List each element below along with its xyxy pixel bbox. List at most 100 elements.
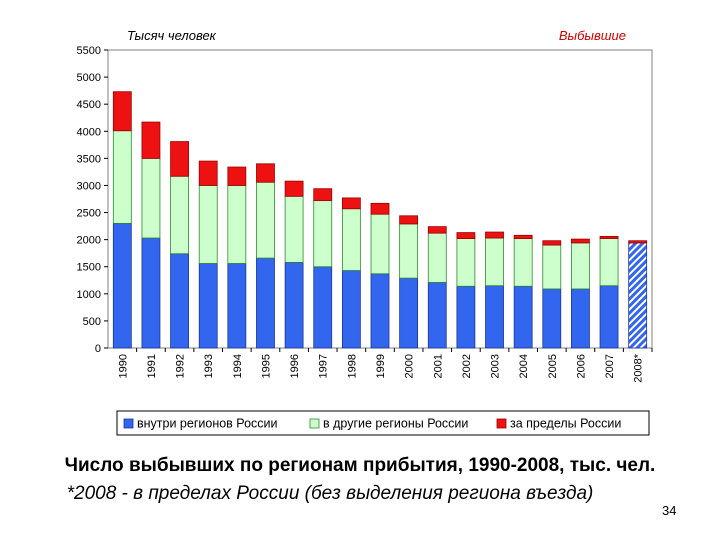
- y-tick-label: 1000: [77, 289, 101, 301]
- bar-segment: [341, 197, 361, 210]
- x-tick-label: 1998: [346, 354, 358, 378]
- bar-segment: [599, 285, 619, 349]
- x-tick-label: 1992: [175, 354, 187, 378]
- legend-box: [116, 410, 650, 436]
- bar-segment: [227, 185, 247, 264]
- bar-segment: [313, 188, 333, 202]
- bar-segment: [513, 238, 533, 287]
- x-tick-label: 2005: [547, 354, 559, 378]
- bar-segment: [112, 130, 132, 224]
- bar-segment: [284, 180, 304, 197]
- bar-segment: [198, 185, 218, 264]
- bar-segment: [542, 240, 562, 246]
- legend-label: за пределы России: [510, 417, 621, 431]
- legend-swatch: [496, 418, 507, 429]
- bar-segment: [313, 200, 333, 268]
- caption-note: *2008 - в пределах России (без выделения…: [66, 483, 594, 504]
- bar-segment: [399, 277, 419, 349]
- bar-segment: [628, 240, 648, 244]
- y-tick-label: 4500: [77, 99, 101, 111]
- bar-segment: [284, 261, 304, 349]
- x-tick-label: 1991: [146, 354, 158, 378]
- x-tick-label: 2008*: [633, 353, 645, 382]
- y-tick-label: 5500: [77, 45, 101, 57]
- bar-segment: [256, 257, 275, 349]
- legend: внутри регионов России в другие регионы Р…: [116, 410, 650, 436]
- bar-segment: [141, 157, 161, 239]
- y-tick-label: 500: [83, 316, 101, 328]
- x-tick-label: 2004: [518, 354, 530, 378]
- bar-segment: [427, 232, 447, 283]
- legend-swatch: [123, 418, 134, 429]
- x-tick-label: 1999: [375, 354, 387, 378]
- x-tick-label: 2003: [490, 354, 502, 378]
- y-tick-label: 4000: [77, 126, 101, 138]
- caption-title: Число выбывших по регионам прибытия, 199…: [64, 455, 656, 476]
- bar-segment: [112, 91, 132, 132]
- bar-segment: [571, 288, 590, 349]
- bar-segment: [341, 270, 361, 349]
- bar-segment: [141, 237, 161, 349]
- y-tick-label: 2000: [77, 235, 101, 247]
- y-tick-label: 3500: [77, 153, 101, 165]
- legend-label: в другие регионы России: [323, 417, 468, 431]
- x-tick-label: 2002: [461, 354, 473, 378]
- page-number: 34: [662, 503, 677, 518]
- bar-segment: [227, 166, 247, 186]
- y-tick-label: 3000: [77, 180, 101, 192]
- bar-segment: [141, 121, 161, 159]
- x-tick-label: 2000: [404, 354, 416, 378]
- legend-swatch: [309, 418, 320, 429]
- x-tick-label: 1994: [232, 354, 244, 378]
- bar-segment: [456, 285, 476, 349]
- bar-segment: [485, 231, 504, 239]
- bar-segment: [198, 160, 218, 186]
- x-tick-label: 2007: [604, 354, 616, 378]
- y-axis-label-left: Тысяч человек: [127, 28, 217, 43]
- bar-segment: [485, 285, 504, 349]
- bar-segment: [370, 213, 390, 275]
- bar-segment: [427, 282, 447, 349]
- bar-segment: [198, 263, 218, 349]
- x-tick-label: 1995: [260, 354, 272, 378]
- bar-segment: [599, 238, 619, 287]
- bar-segment: [284, 195, 304, 263]
- y-tick-label: 1500: [77, 262, 101, 274]
- bar-segment: [370, 202, 390, 215]
- bar-segment: [227, 263, 247, 349]
- x-tick-label: 1997: [318, 354, 330, 378]
- y-tick-label: 2500: [77, 208, 101, 220]
- x-tick-label: 2006: [575, 354, 587, 378]
- bar-segment: [170, 141, 189, 177]
- y-tick-label: 5000: [77, 72, 101, 84]
- bar-segment: [456, 238, 476, 287]
- plot-area: 0 500 1000 1500 2000 2500 3000 3500 4000 4500 5000…: [77, 45, 653, 383]
- bar-segment: [599, 235, 619, 239]
- bar-segment: [571, 242, 590, 290]
- bar-segment: [485, 237, 504, 287]
- bar-segment: [170, 253, 189, 349]
- x-tick-label: 1990: [117, 354, 129, 378]
- bar-segment: [513, 234, 533, 239]
- bar-segment: [542, 288, 562, 349]
- bar-segment: [571, 238, 590, 244]
- bar-segment: [456, 232, 476, 239]
- bar-segment: [341, 208, 361, 271]
- bar-segment: [399, 223, 419, 279]
- bar-segment: [399, 215, 419, 225]
- y-tick-label: 0: [95, 343, 101, 355]
- bar-segment: [628, 242, 648, 349]
- x-tick-label: 1993: [203, 354, 215, 378]
- bar-segment: [256, 163, 275, 183]
- bar-segment: [370, 273, 390, 349]
- bar-segment: [112, 222, 132, 349]
- bar-segment: [170, 175, 189, 255]
- legend-label: внутри регионов России: [137, 417, 278, 431]
- bar-segment: [256, 181, 275, 259]
- bar-segment: [542, 244, 562, 290]
- x-tick-label: 1996: [289, 354, 301, 378]
- y-axis-label-right: Выбывшие: [559, 28, 626, 43]
- x-tick-label: 2001: [432, 354, 444, 378]
- bar-segment: [427, 226, 447, 234]
